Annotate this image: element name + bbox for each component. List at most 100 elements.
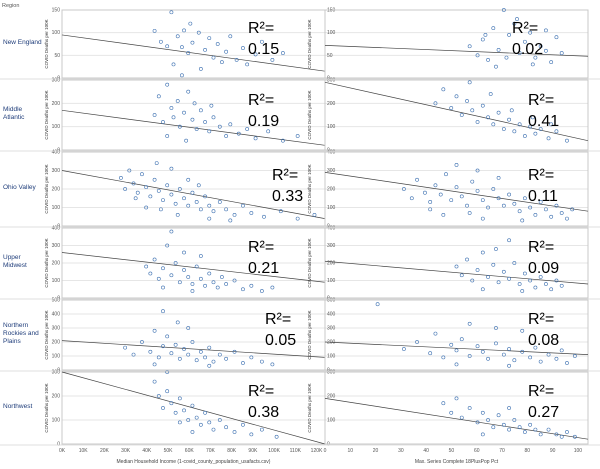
data-point bbox=[165, 389, 170, 394]
data-point bbox=[234, 57, 239, 62]
data-point bbox=[186, 51, 191, 55]
data-point bbox=[538, 200, 543, 204]
x-tick-label: 100K bbox=[268, 448, 280, 454]
data-point bbox=[454, 94, 459, 99]
data-point bbox=[507, 276, 512, 281]
x-tick-label: 70K bbox=[206, 448, 216, 454]
y-tick-label: 100 bbox=[327, 205, 336, 211]
data-point bbox=[486, 57, 490, 62]
data-point bbox=[175, 34, 180, 39]
data-point bbox=[161, 120, 165, 124]
data-point bbox=[501, 269, 506, 274]
trend-line bbox=[324, 398, 589, 440]
region-label: Middle Atlantic bbox=[3, 106, 25, 121]
data-point bbox=[228, 122, 233, 127]
y-axis-label: COVID Deaths per 100K bbox=[44, 164, 49, 213]
r2-prefix: R²= bbox=[528, 311, 554, 328]
data-point bbox=[190, 340, 195, 344]
data-point bbox=[494, 341, 498, 346]
data-point bbox=[192, 101, 197, 106]
x-tick-label: 100 bbox=[574, 448, 583, 454]
data-point bbox=[467, 354, 472, 358]
r2-value: 0.11 bbox=[528, 188, 558, 205]
data-point bbox=[428, 207, 433, 212]
data-point bbox=[182, 196, 186, 201]
data-point bbox=[175, 320, 180, 325]
x-axes: 0K 10K 20K 30K 40K 50K 60K 70K 80K 90K 100K 110K 120… bbox=[59, 448, 582, 465]
data-point bbox=[512, 21, 517, 26]
x-axis: 0K 10K 20K 30K 40K 50K 60K 70K 80K 90K 100K 110K 120… bbox=[59, 448, 323, 465]
region-label-line: Ohio Valley bbox=[3, 184, 37, 191]
data-point bbox=[449, 410, 454, 415]
data-point bbox=[554, 35, 559, 40]
panel-frame bbox=[324, 371, 589, 445]
data-point bbox=[449, 198, 454, 203]
data-point bbox=[217, 124, 222, 129]
data-point bbox=[198, 422, 203, 427]
data-point bbox=[494, 64, 498, 69]
data-point bbox=[274, 434, 279, 439]
data-point bbox=[409, 196, 414, 201]
data-point bbox=[173, 261, 178, 265]
data-point bbox=[470, 278, 475, 283]
y-axis-label: COVID Deaths per 100K bbox=[307, 19, 312, 68]
region-label-line: Middle bbox=[3, 106, 23, 113]
data-point bbox=[538, 44, 543, 49]
data-point bbox=[198, 108, 203, 113]
data-point bbox=[512, 129, 517, 134]
data-point bbox=[211, 209, 216, 214]
data-point bbox=[475, 168, 480, 173]
data-point bbox=[441, 355, 446, 360]
data-point bbox=[433, 101, 438, 106]
r2-prefix: R²= bbox=[528, 239, 554, 256]
scatter-panel: 0 100 200 300 COVID Deaths per 100K R²= 0.38 bbox=[44, 370, 326, 448]
data-point bbox=[486, 275, 490, 279]
r2-value: 0.15 bbox=[248, 41, 279, 58]
data-point bbox=[507, 427, 512, 432]
data-point bbox=[156, 188, 161, 193]
y-tick-label: 200 bbox=[327, 187, 336, 193]
x-tick-label: 0K bbox=[59, 448, 66, 454]
r2-value: 0.08 bbox=[528, 332, 559, 349]
data-point bbox=[224, 282, 229, 286]
y-tick-label: 200 bbox=[52, 101, 61, 107]
x-tick-label: 10 bbox=[348, 448, 354, 454]
data-point bbox=[207, 363, 212, 368]
y-tick-label: 0 bbox=[57, 442, 60, 448]
data-point bbox=[249, 432, 254, 437]
data-point bbox=[512, 201, 517, 206]
data-point bbox=[203, 120, 207, 124]
data-point bbox=[127, 168, 132, 173]
data-point bbox=[480, 349, 485, 354]
data-point bbox=[441, 212, 446, 217]
data-point bbox=[496, 110, 501, 115]
data-point bbox=[211, 55, 216, 60]
data-point bbox=[224, 49, 229, 54]
data-point bbox=[148, 194, 153, 199]
data-point bbox=[480, 198, 485, 203]
data-point bbox=[156, 355, 161, 360]
data-point bbox=[169, 10, 174, 15]
region-label-line: Rockies and bbox=[3, 330, 39, 337]
r2-prefix: R²= bbox=[272, 167, 298, 184]
y-tick-label: 0 bbox=[57, 224, 60, 230]
data-point bbox=[449, 106, 454, 110]
y-tick-label: 150 bbox=[52, 8, 61, 14]
data-point bbox=[171, 115, 176, 120]
data-point bbox=[454, 264, 459, 269]
data-point bbox=[245, 62, 250, 67]
y-tick-label: 100 bbox=[52, 418, 61, 424]
data-point bbox=[475, 53, 480, 58]
panel-frame bbox=[324, 151, 589, 227]
data-point bbox=[428, 351, 433, 356]
y-tick-label: 50 bbox=[327, 53, 333, 59]
data-point bbox=[152, 362, 157, 367]
data-point bbox=[158, 207, 163, 212]
data-point bbox=[486, 205, 490, 210]
data-point bbox=[501, 127, 506, 131]
r2-prefix: R²= bbox=[248, 92, 274, 109]
data-point bbox=[224, 425, 229, 430]
y-tick-label: 100 bbox=[52, 30, 61, 36]
